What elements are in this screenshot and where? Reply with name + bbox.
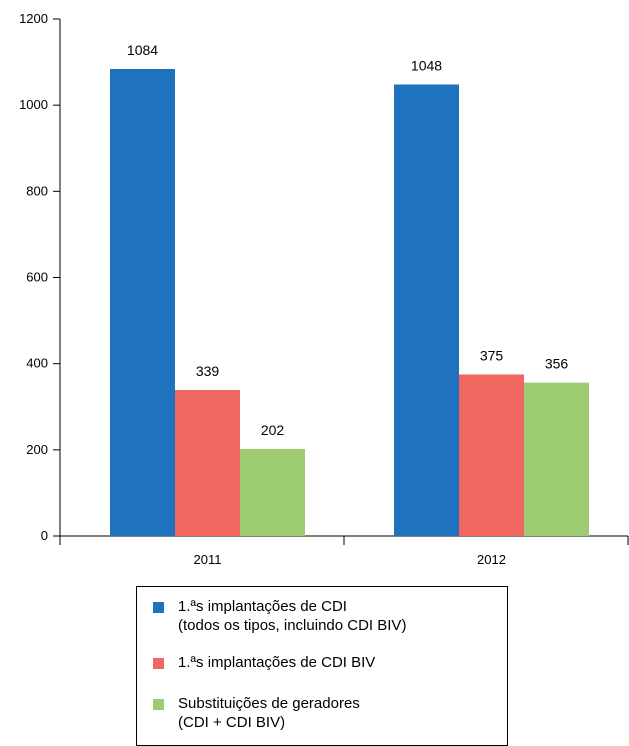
bars-group	[110, 68, 589, 536]
data-label: 356	[545, 356, 569, 372]
legend-item-generator-replacements: Substituições de geradores (CDI + CDI BI…	[153, 694, 360, 732]
legend-swatch-first-cdi	[153, 602, 164, 613]
x-category-label: 2012	[477, 552, 506, 567]
bar	[524, 382, 589, 536]
y-axis: 0 200 400 600 800 1000 1200	[19, 11, 61, 543]
data-label: 1048	[411, 57, 442, 73]
y-tick-label: 0	[41, 528, 48, 543]
y-tick-label: 400	[26, 356, 48, 371]
bar-chart: 0 200 400 600 800 1000 1200 2011 2012 1084 339 20…	[19, 11, 629, 567]
y-tick-label: 200	[26, 442, 48, 457]
legend-label: 1.ªs implantações de CDI	[178, 598, 347, 615]
bar	[459, 374, 524, 536]
legend-label: (CDI + CDI BIV)	[178, 714, 286, 731]
data-label: 1084	[127, 42, 158, 58]
legend-item-first-cdi-biv: 1.ªs implantações de CDI BIV	[153, 653, 375, 672]
bar	[110, 68, 175, 536]
bar	[240, 448, 305, 536]
x-axis: 2011 2012	[59, 535, 629, 567]
data-labels-group: 1084 339 202 1048 375 356	[127, 42, 568, 438]
bar	[175, 389, 240, 536]
y-tick-label: 1200	[19, 11, 48, 26]
data-label: 202	[261, 422, 285, 438]
legend-swatch-first-cdi-biv	[153, 658, 164, 669]
legend: 1.ªs implantações de CDI (todos os tipos…	[136, 586, 508, 746]
legend-label: (todos os tipos, incluindo CDI BIV)	[178, 617, 407, 634]
x-category-label: 2011	[194, 552, 222, 567]
legend-label: 1.ªs implantações de CDI BIV	[178, 654, 376, 671]
y-tick-label: 800	[26, 183, 48, 198]
legend-label: Substituições de geradores	[178, 695, 360, 712]
data-label: 339	[196, 363, 220, 379]
data-label: 375	[480, 347, 504, 363]
y-tick-label: 1000	[19, 97, 48, 112]
legend-item-first-cdi: 1.ªs implantações de CDI (todos os tipos…	[153, 597, 406, 635]
y-tick-label: 600	[26, 270, 48, 285]
legend-swatch-generator-replacements	[153, 699, 164, 710]
bar	[394, 84, 459, 536]
